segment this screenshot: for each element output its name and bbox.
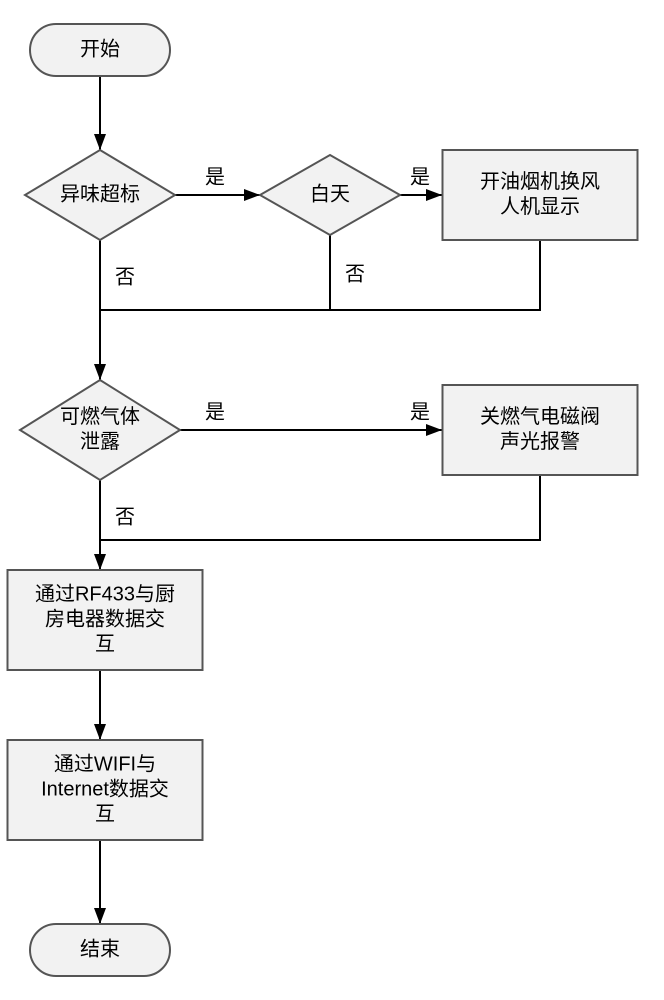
node-text: 声光报警 — [500, 430, 580, 453]
node-text: 互 — [95, 803, 115, 825]
node-text: 房电器数据交 — [45, 607, 165, 630]
node-text: 泄露 — [80, 430, 120, 453]
edge-label: 否 — [115, 266, 135, 288]
flow-edge — [100, 240, 540, 310]
node-daytime: 白天 — [260, 155, 400, 235]
node-text: 人机显示 — [500, 195, 580, 218]
node-wifi: 通过WIFI与Internet数据交互 — [8, 740, 203, 840]
flowchart-canvas: 是是否否是是否开始异味超标白天开油烟机换风人机显示可燃气体泄露关燃气电磁阀声光报… — [0, 0, 664, 1000]
node-gas: 可燃气体泄露 — [20, 380, 180, 480]
node-text: Internet数据交 — [41, 777, 169, 800]
node-text: 互 — [95, 633, 115, 655]
node-valve: 关燃气电磁阀声光报警 — [443, 385, 638, 475]
node-text: 可燃气体 — [60, 405, 140, 428]
flow-edge — [100, 475, 540, 540]
edge-label: 否 — [345, 263, 365, 285]
edge-label: 是 — [205, 401, 225, 423]
node-text: 通过WIFI与 — [54, 752, 156, 775]
edge-label: 是 — [410, 401, 430, 423]
node-text: 结束 — [80, 937, 120, 960]
node-text: 白天 — [310, 182, 350, 205]
node-start: 开始 — [30, 24, 170, 76]
node-text: 通过RF433与厨 — [35, 582, 175, 605]
node-text: 关燃气电磁阀 — [480, 405, 600, 428]
node-text: 异味超标 — [60, 182, 140, 205]
node-odor: 异味超标 — [25, 150, 175, 240]
node-end: 结束 — [30, 924, 170, 976]
node-fan: 开油烟机换风人机显示 — [443, 150, 638, 240]
edge-label: 否 — [115, 506, 135, 528]
node-rf433: 通过RF433与厨房电器数据交互 — [8, 570, 203, 670]
node-text: 开油烟机换风 — [480, 170, 600, 193]
edge-label: 是 — [205, 166, 225, 188]
node-text: 开始 — [80, 37, 120, 60]
edge-label: 是 — [410, 166, 430, 188]
